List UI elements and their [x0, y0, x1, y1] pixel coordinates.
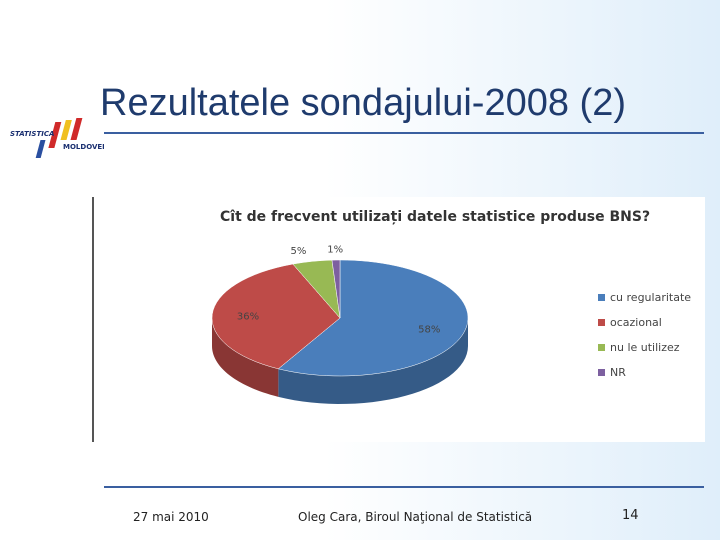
logo-text: STATISTICA	[10, 130, 54, 138]
logo-text: MOLDOVEI	[63, 143, 104, 151]
data-label: 1%	[327, 244, 343, 255]
legend-swatch	[598, 319, 605, 326]
legend-label: NR	[610, 366, 626, 379]
data-label: 58%	[418, 324, 440, 335]
legend-label: nu le utilizez	[610, 341, 680, 354]
legend-swatch	[598, 294, 605, 301]
page-number: 14	[622, 508, 639, 523]
pie-side	[212, 318, 279, 397]
logo: STATISTICA MOLDOVEI	[10, 118, 104, 158]
footer-rule	[104, 486, 704, 488]
chart: Cît de frecvent utilizați datele statist…	[95, 197, 705, 442]
side-rule	[92, 197, 94, 442]
title-rule	[104, 132, 704, 134]
pie-slice	[211, 263, 341, 370]
data-label: 36%	[237, 311, 259, 322]
pie-side	[278, 318, 468, 404]
legend-label: ocazional	[610, 316, 662, 329]
legend-swatch	[598, 344, 605, 351]
slide-title: Rezultatele sondajului-2008 (2)	[100, 82, 626, 124]
legend-swatch	[598, 369, 605, 376]
chart-title: Cît de frecvent utilizați datele statist…	[220, 209, 650, 225]
footer-date: 27 mai 2010	[133, 510, 209, 524]
legend-label: cu regularitate	[610, 291, 691, 304]
pie-slice	[331, 259, 341, 319]
footer-author: Oleg Cara, Biroul Naţional de Statistică	[298, 510, 533, 524]
data-label: 5%	[291, 246, 307, 257]
pie-slice	[277, 259, 469, 377]
